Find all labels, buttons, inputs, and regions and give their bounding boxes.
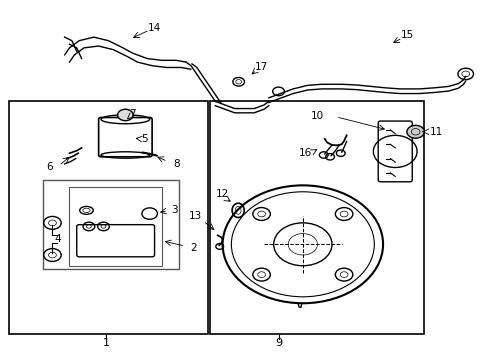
Text: 16: 16	[298, 148, 311, 158]
Text: 3: 3	[170, 205, 177, 215]
Text: 6: 6	[46, 162, 53, 172]
Text: 13: 13	[189, 211, 202, 221]
Bar	[210, 102, 424, 334]
Text: 15: 15	[400, 30, 413, 40]
Text: 17: 17	[254, 63, 267, 72]
Circle shape	[406, 125, 424, 138]
Bar	[9, 102, 207, 334]
Text: 11: 11	[429, 127, 442, 137]
Text: 1: 1	[102, 338, 109, 347]
Circle shape	[117, 109, 133, 121]
Text: 8: 8	[173, 159, 180, 169]
Text: 4: 4	[54, 234, 61, 244]
Text: 7: 7	[129, 109, 136, 119]
Text: 5: 5	[141, 134, 148, 144]
Text: 9: 9	[274, 338, 282, 347]
Text: 12: 12	[216, 189, 229, 199]
Text: 14: 14	[148, 23, 161, 33]
Bar	[69, 187, 162, 266]
Text: 2: 2	[190, 243, 196, 253]
Bar	[42, 180, 179, 269]
Text: 10: 10	[310, 111, 324, 121]
